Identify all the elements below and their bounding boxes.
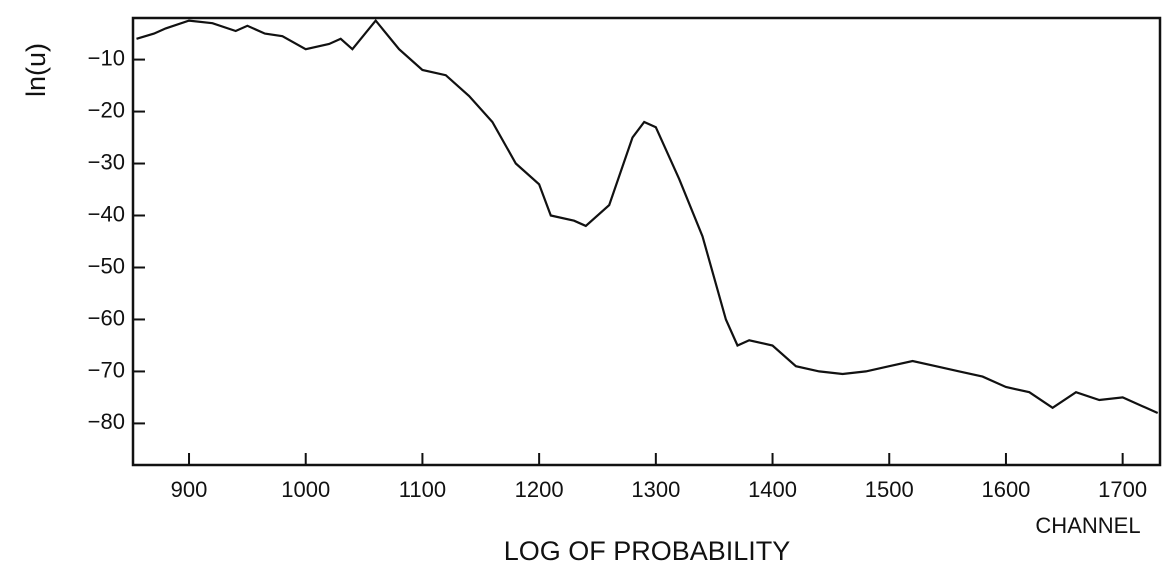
x-tick-label: 1000: [281, 477, 330, 502]
y-tick-label: −20: [88, 97, 125, 122]
x-tick-label: 1500: [865, 477, 914, 502]
x-tick-label: 1700: [1098, 477, 1147, 502]
x-tick-label: 900: [171, 477, 208, 502]
y-tick-label: −80: [88, 409, 125, 434]
y-tick-label: −40: [88, 201, 125, 226]
x-tick-label: 1600: [981, 477, 1030, 502]
y-tick-label: −50: [88, 253, 125, 278]
y-tick-label: −30: [88, 149, 125, 174]
x-tick-label: 1400: [748, 477, 797, 502]
y-tick-label: −10: [88, 45, 125, 70]
data-line: [136, 18, 1159, 415]
plot-frame: [131, 16, 1162, 467]
y-tick-label: −70: [88, 357, 125, 382]
x-tick-label: 1200: [515, 477, 564, 502]
x-tick-label: 1300: [631, 477, 680, 502]
y-axis-label: ln(u): [21, 43, 51, 97]
chart-caption: LOG OF PROBABILITY: [504, 536, 791, 566]
y-tick-label: −60: [88, 305, 125, 330]
x-tick-label: 1100: [399, 477, 446, 502]
x-axis-label: CHANNEL: [1035, 513, 1140, 538]
